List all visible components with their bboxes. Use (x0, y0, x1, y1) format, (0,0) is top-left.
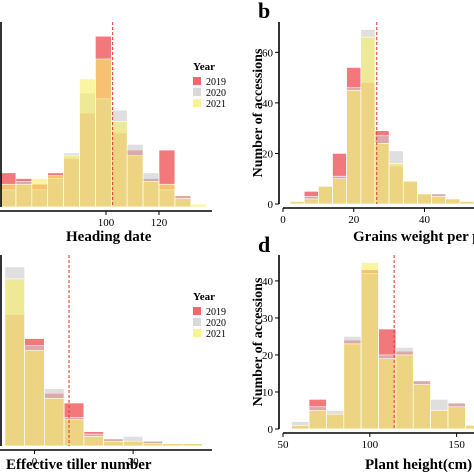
bar-b-2021-10 (431, 196, 447, 204)
bar-a-2021-0 (0, 183, 17, 207)
bar-b-2021-2 (318, 186, 333, 204)
bar-b-2021-5 (360, 36, 376, 204)
bar-a-2021-6 (95, 58, 112, 207)
y-tick-label-d-40: 40 (262, 276, 274, 288)
x-tick-label-a-120: 120 (151, 217, 168, 229)
bars-c (4, 266, 203, 446)
x-tick-label-b-40: 40 (419, 214, 431, 226)
bar-d-2021-0 (291, 424, 310, 429)
bar-a-2021-12 (190, 203, 208, 207)
legend-label-c-2021: 2021 (206, 329, 226, 340)
bar-d-2021-2 (326, 413, 345, 429)
legend-swatch-a-2020 (193, 88, 201, 96)
bar-b-2021-12 (459, 201, 474, 204)
x-tick-label-c-0: 0 (32, 456, 38, 468)
bar-b-2021-7 (388, 163, 404, 204)
bar-c-2021-8 (162, 443, 183, 446)
bar-a-2021-10 (158, 183, 176, 207)
legend-title-c: Year (193, 291, 215, 303)
y-tick-label-d-30: 30 (262, 313, 274, 325)
bar-c-2021-0 (4, 278, 25, 446)
legend-swatch-a-2019 (193, 77, 201, 85)
bar-c-2021-1 (24, 350, 45, 446)
bar-c-2021-3 (63, 419, 85, 446)
y-tick-label-b-0: 0 (268, 199, 274, 211)
x-tick-label-b-20: 20 (348, 214, 360, 226)
bar-b-2021-9 (417, 193, 432, 204)
x-tick-label-b-0: 0 (280, 214, 286, 226)
bar-d-2021-6 (395, 354, 414, 429)
y-tick-label-b-20: 20 (262, 148, 274, 160)
legend-swatch-a-2021 (193, 99, 201, 107)
x-axis-label-c: Effective tiller number (6, 457, 152, 473)
y-axis-label-b: Number of accessions (251, 48, 266, 177)
bar-a-2021-8 (126, 155, 144, 207)
y-tick-label-d-10: 10 (262, 387, 274, 399)
panel-d: 50 100 150 0 10 20 30 40 Plant height(cm) Number … (251, 255, 474, 473)
legend-title-a: Year (193, 61, 215, 73)
bar-d-2021-9 (447, 406, 466, 429)
bar-c-2021-6 (122, 440, 144, 446)
x-axis-label-b: Grains weight per p (353, 229, 474, 245)
panel-letter-d: d (258, 232, 270, 257)
legend-label-c-2020: 2020 (206, 318, 226, 329)
bar-a-2021-7 (111, 121, 128, 207)
legend-label-c-2019: 2019 (206, 307, 226, 318)
bar-a-2021-5 (79, 78, 96, 207)
bar-d-2021-5 (378, 358, 397, 429)
bar-b-2021-11 (445, 198, 461, 204)
bar-c-2021-9 (182, 443, 203, 446)
legend-label-a-2021: 2021 (206, 99, 226, 110)
bar-a-2021-1 (15, 183, 33, 207)
bar-a-2021-3 (47, 175, 64, 207)
bars-b (289, 29, 474, 204)
bar-b-2021-3 (332, 178, 347, 204)
x-axis-label-d: Plant height(cm) (365, 457, 472, 473)
y-tick-label-d-20: 20 (262, 350, 274, 362)
x-tick-label-d-50: 50 (278, 439, 290, 451)
bar-c-2021-5 (103, 440, 124, 446)
bars-a (0, 35, 208, 207)
bar-d-2021-1 (308, 410, 327, 429)
legend-swatch-c-2019 (193, 307, 201, 315)
bars-d (291, 262, 474, 429)
y-axis-label-d: Number of accessions (251, 277, 266, 406)
x-tick-label-d-150: 150 (448, 439, 465, 451)
y-tick-label-b-60: 60 (262, 47, 274, 59)
bar-c-2021-7 (142, 443, 163, 446)
bar-a-2021-2 (31, 178, 48, 207)
bar-d-2021-10 (465, 424, 474, 429)
x-tick-label-a-100: 100 (98, 217, 115, 229)
x-tick-label-c-20: 20 (128, 456, 140, 468)
bar-d-2021-8 (430, 410, 449, 429)
y-tick-label-d-0: 0 (268, 424, 274, 436)
y-tick-label-b-40: 40 (262, 98, 274, 110)
bar-c-2021-4 (83, 436, 104, 446)
bar-b-2021-4 (346, 89, 362, 204)
bar-b-2021-8 (402, 180, 418, 204)
bar-a-2021-9 (142, 181, 160, 207)
bar-c-2021-2 (44, 397, 65, 446)
bar-d-2021-7 (412, 384, 431, 429)
legend-swatch-c-2020 (193, 318, 201, 326)
legend-label-a-2019: 2019 (206, 77, 226, 88)
legend-label-a-2020: 2020 (206, 88, 226, 99)
bar-a-2021-11 (174, 198, 192, 207)
legend-swatch-c-2021 (193, 329, 201, 337)
bar-d-2021-4 (360, 262, 379, 429)
bar-b-2021-0 (289, 201, 305, 204)
bar-d-2021-3 (343, 343, 362, 429)
bar-a-2021-4 (63, 155, 80, 207)
bar-b-2021-1 (303, 198, 319, 204)
x-tick-label-d-100: 100 (362, 439, 379, 451)
x-axis-label-a: Heading date (66, 229, 152, 245)
panel-letter-b: b (258, 0, 270, 23)
panel-b: 0 20 40 0 20 40 60 Grains weight per p Number of… (251, 22, 474, 245)
